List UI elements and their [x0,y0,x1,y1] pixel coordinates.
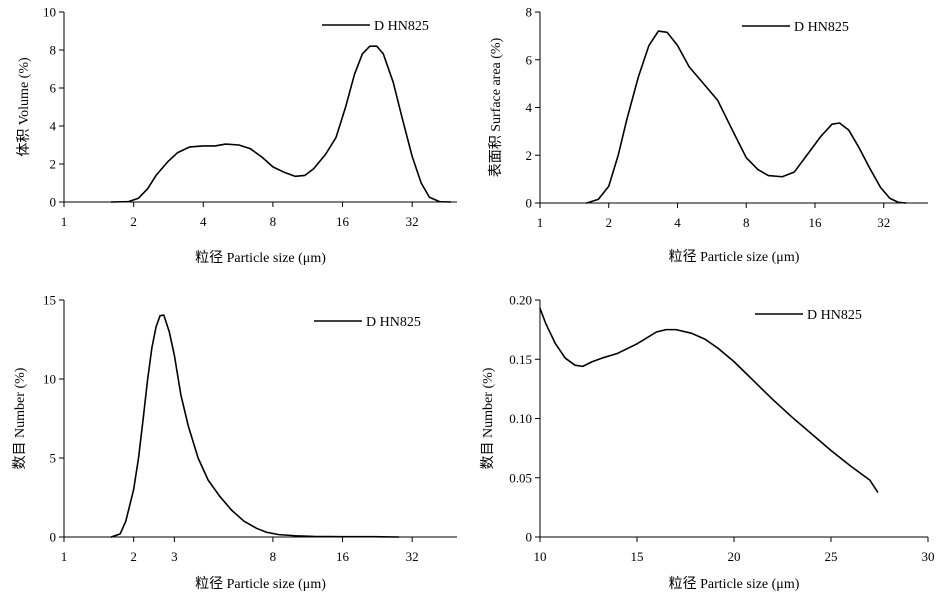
x-tick-label: 2 [130,214,137,229]
x-tick-label: 16 [336,214,350,229]
x-tick-label: 2 [130,549,137,564]
y-tick-label: 6 [526,52,533,67]
y-tick-label: 10 [43,372,56,387]
x-tick-label: 32 [406,549,419,564]
x-tick-label: 20 [728,549,741,564]
x-tick-label: 16 [808,215,822,230]
y-tick-label: 0 [50,195,57,210]
chart-panel-surface: 0 2 4 6 8 1 2 4 8 16 32 粒径 Particle size (μm) 表面积 Su… [488,5,928,265]
series-line [539,307,879,493]
x-tick-label: 8 [270,214,277,229]
x-tick-label: 32 [877,215,890,230]
x-tick-label: 3 [171,549,178,564]
x-tick-label: 32 [406,214,419,229]
axes [59,299,457,542]
y-tick-label: 15 [43,293,56,308]
series-line [110,314,400,538]
legend: D HN825 [314,315,421,330]
y-tick-label: 0 [50,530,57,545]
y-tick-label: 8 [526,5,533,20]
x-tick-label: 1 [537,215,544,230]
x-tick-label: 1 [61,214,68,229]
legend-label: D HN825 [794,20,849,35]
y-tick-label: 0 [526,196,533,211]
series-line [585,30,907,204]
x-axis-title: 粒径 Particle size (μm) [669,249,800,265]
x-tick-label: 30 [922,549,935,564]
y-tick-label: 0.05 [509,470,532,485]
x-axis-title: 粒径 Particle size (μm) [195,576,326,592]
y-tick-label: 8 [50,43,57,58]
y-tick-label: 6 [50,81,57,96]
axes [535,11,928,208]
x-tick-label: 10 [534,549,547,564]
y-tick-label: 4 [50,119,57,134]
axes [535,299,929,542]
x-axis-title: 粒径 Particle size (μm) [669,576,800,592]
x-tick-label: 8 [270,549,277,564]
y-tick-label: 2 [526,148,533,163]
x-tick-label: 25 [825,549,838,564]
y-tick-label: 0.20 [509,293,532,308]
x-tick-label: 4 [200,214,207,229]
legend: D HN825 [755,308,862,323]
legend: D HN825 [322,19,429,34]
series-line [110,45,452,203]
y-axis-title: 数目 Number (%) [480,367,496,469]
x-tick-label: 2 [605,215,612,230]
chart-panel-number: 0 5 10 15 1 2 3 8 16 32 粒径 Particle size (μm) 数目 Nu… [12,293,457,592]
x-tick-label: 4 [674,215,681,230]
x-tick-label: 16 [336,549,350,564]
y-axis-title: 数目 Number (%) [12,367,28,469]
y-tick-label: 2 [50,157,57,172]
y-tick-label: 10 [43,5,56,20]
x-tick-label: 15 [631,549,644,564]
y-axis-title: 表面积 Surface area (%) [488,37,504,177]
legend-label: D HN825 [807,308,862,323]
legend: D HN825 [742,20,849,35]
x-tick-label: 8 [743,215,750,230]
x-tick-label: 1 [61,549,68,564]
axes [59,11,457,207]
legend-label: D HN825 [374,19,429,34]
y-tick-label: 0 [526,530,533,545]
y-tick-label: 0.10 [509,411,532,426]
x-axis-title: 粒径 Particle size (μm) [195,250,326,266]
y-tick-label: 5 [50,451,57,466]
y-tick-label: 0.15 [509,352,532,367]
y-tick-label: 4 [526,100,533,115]
legend-label: D HN825 [366,315,421,330]
chart-panel-number-zoom: 0 0.05 0.10 0.15 0.20 10 15 20 25 30 粒径 Particle s… [480,293,935,593]
y-axis-title: 体积 Volume (%) [16,57,32,157]
